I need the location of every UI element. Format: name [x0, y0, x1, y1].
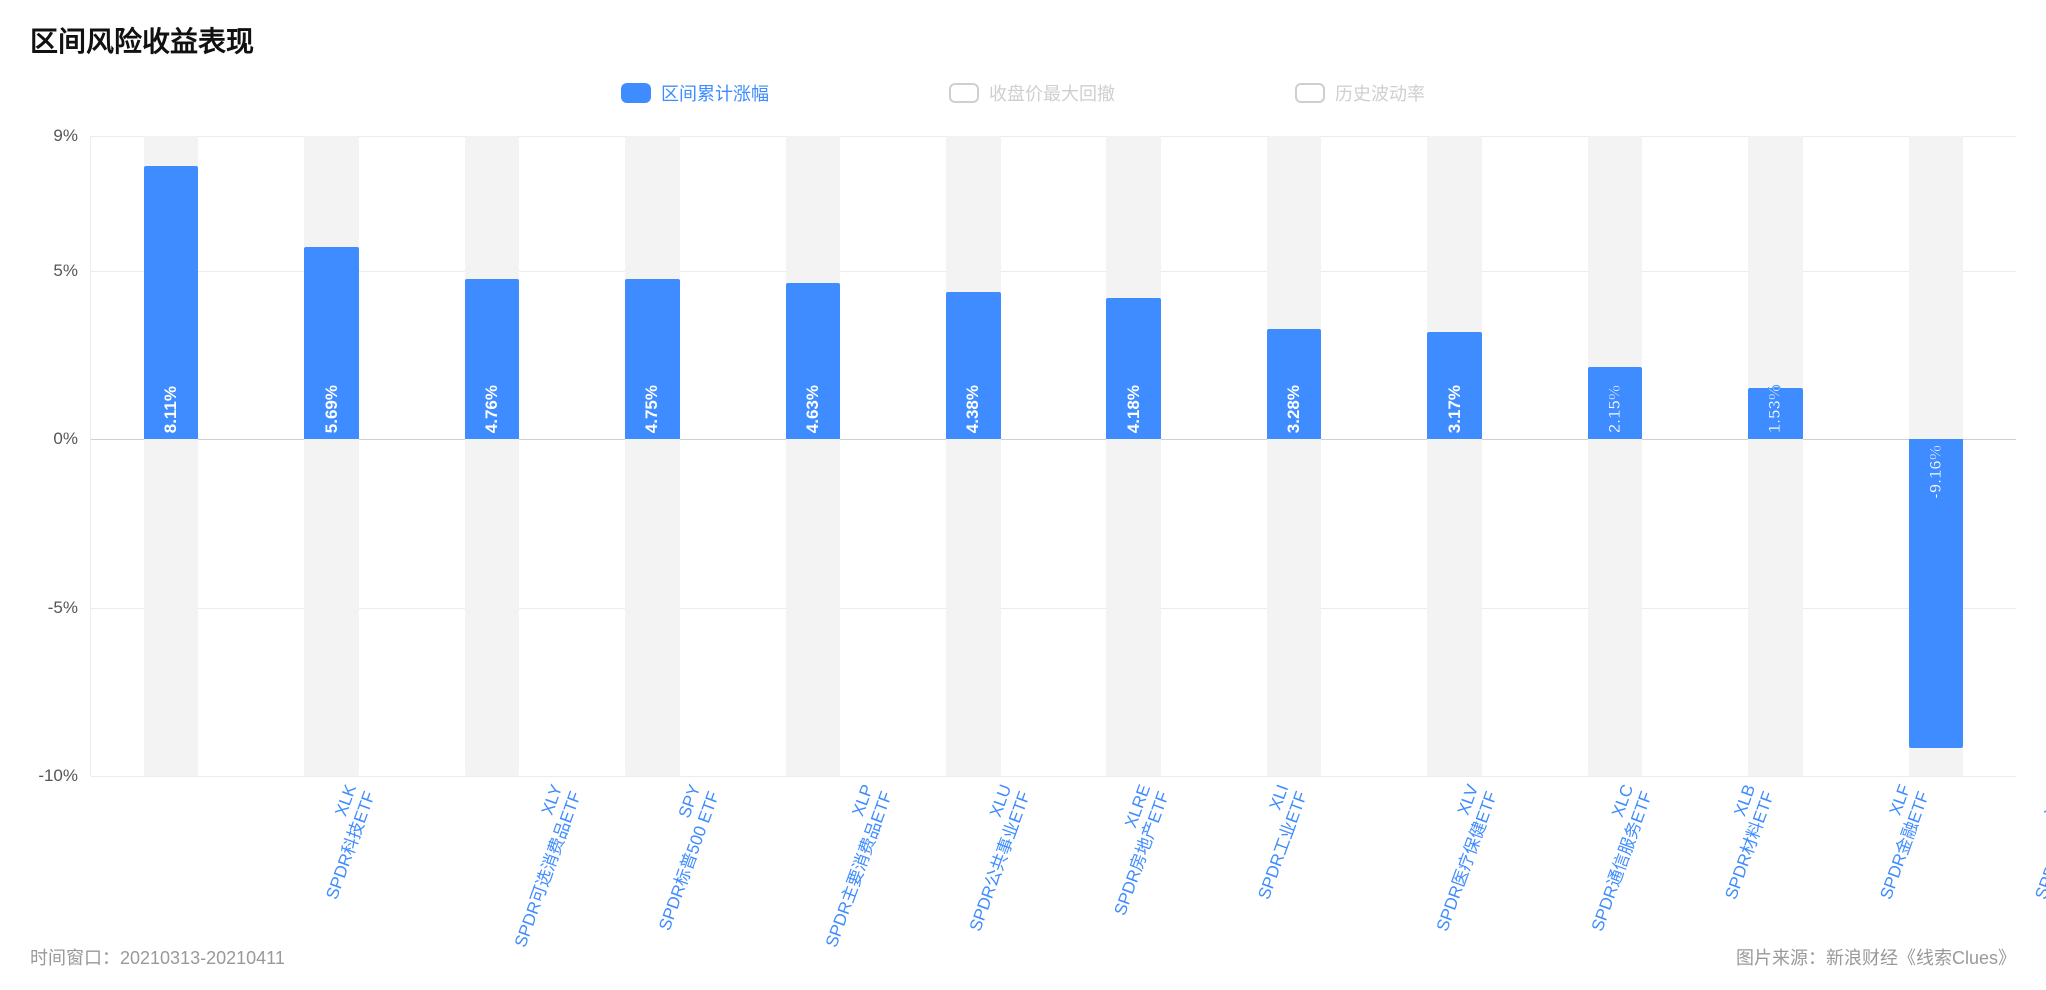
bar-background: [1267, 136, 1322, 776]
bar-background: [786, 136, 841, 776]
bar-group: 8.11%: [91, 136, 251, 776]
x-label-cell: XLKSPDR科技ETF: [151, 776, 306, 956]
y-axis: -10%-5%0%5%9%: [30, 136, 90, 776]
x-label-cell: SPYSPDR标普500 ETF: [462, 776, 617, 956]
y-axis-tick: -5%: [48, 598, 78, 618]
bar-value-label: 4.75%: [642, 385, 662, 433]
bar-value-label: 2.15%: [1605, 385, 1625, 433]
bar-background: [625, 136, 680, 776]
x-label-cell: XLVSPDR医疗保健ETF: [1239, 776, 1394, 956]
y-axis-tick: 5%: [53, 261, 78, 281]
bar-group: 4.18%: [1054, 136, 1214, 776]
bar-background: [1748, 136, 1803, 776]
x-label-cell: XLISPDR工业ETF: [1084, 776, 1239, 956]
chart-title: 区间风险收益表现: [30, 20, 2016, 60]
bar-group: 3.28%: [1214, 136, 1374, 776]
x-label-cell: XLFSPDR金融ETF: [1705, 776, 1860, 956]
bar-group: 4.38%: [893, 136, 1053, 776]
legend-item-0[interactable]: 区间累计涨幅: [621, 80, 769, 106]
y-axis-tick: 9%: [53, 126, 78, 146]
bar-value-label: -9.16%: [1926, 445, 1946, 499]
bar-group: 2.15%: [1535, 136, 1695, 776]
legend-label: 区间累计涨幅: [661, 80, 769, 106]
legend-item-1[interactable]: 收盘价最大回撤: [949, 80, 1115, 106]
bar-group: 4.75%: [572, 136, 732, 776]
bar-group: 4.63%: [733, 136, 893, 776]
y-axis-tick: -10%: [38, 766, 78, 786]
plot-area: -10%-5%0%5%9% 8.11%5.69%4.76%4.75%4.63%4…: [30, 136, 2016, 776]
bar-background: [1106, 136, 1161, 776]
bar-background: [465, 136, 520, 776]
legend-swatch: [1295, 83, 1325, 103]
chart-root: 区间风险收益表现 区间累计涨幅 收盘价最大回撤 历史波动率 -10% -5% 0% 5% 9…: [0, 0, 2046, 990]
bar-value-label: 4.76%: [482, 385, 502, 433]
footer-left: 时间窗口：20210313-20210411: [30, 944, 285, 970]
bar-group: -9.16%: [1856, 136, 2016, 776]
bar-background: [1427, 136, 1482, 776]
bar-background: [304, 136, 359, 776]
y-axis-tick: 0%: [53, 429, 78, 449]
bar-value-label: 4.38%: [963, 385, 983, 433]
legend-item-2[interactable]: 历史波动率: [1295, 80, 1425, 106]
footer: 时间窗口：20210313-20210411 图片来源：新浪财经《线索Clues…: [30, 944, 2016, 970]
x-label-cell: XLUSPDR公共事业ETF: [773, 776, 928, 956]
x-label-cell: XLBSPDR材料ETF: [1550, 776, 1705, 956]
x-axis-labels: XLKSPDR科技ETFXLYSPDR可选消费品ETFSPYSPDR标普500 …: [151, 776, 2016, 956]
legend: 区间累计涨幅 收盘价最大回撤 历史波动率: [30, 80, 2016, 106]
bar-background: [1588, 136, 1643, 776]
bar-group: 1.53%: [1695, 136, 1855, 776]
bar-value-label: 4.18%: [1124, 385, 1144, 433]
bar-value-label: 8.11%: [161, 386, 181, 433]
bars-container: 8.11% 5.69% 4.76% 4.75% 4.63% 4.38% 4.18% 3.28%…: [91, 136, 2016, 776]
x-axis-label[interactable]: XLESPDR能源ETF: [2013, 782, 2046, 902]
x-label-cell: XLCSPDR通信服务ETF: [1394, 776, 1549, 956]
bar-value-label: 4.63%: [803, 385, 823, 433]
bar-value-label: 3.17%: [1445, 385, 1465, 433]
x-label-cell: XLYSPDR可选消费品ETF: [306, 776, 461, 956]
legend-swatch: [949, 83, 979, 103]
bar-group: 4.76%: [412, 136, 572, 776]
x-label-cell: XLRESPDR房地产ETF: [928, 776, 1083, 956]
legend-label: 历史波动率: [1335, 80, 1425, 106]
x-label-cell: XLESPDR能源ETF: [1861, 776, 2016, 956]
legend-swatch: [621, 83, 651, 103]
bar-group: 3.17%: [1374, 136, 1534, 776]
bar-group: 5.69%: [251, 136, 411, 776]
bar-value-label: 1.53%: [1765, 385, 1785, 433]
bar-value-label: 5.69%: [322, 385, 342, 433]
bar-value-label: 3.28%: [1284, 385, 1304, 433]
legend-label: 收盘价最大回撤: [989, 80, 1115, 106]
footer-right: 图片来源：新浪财经《线索Clues》: [1736, 944, 2016, 970]
bar-background: [946, 136, 1001, 776]
plot: 8.11% 5.69% 4.76% 4.75% 4.63% 4.38% 4.18% 3.28%…: [90, 136, 2016, 776]
x-label-cell: XLPSPDR主要消费品ETF: [617, 776, 772, 956]
